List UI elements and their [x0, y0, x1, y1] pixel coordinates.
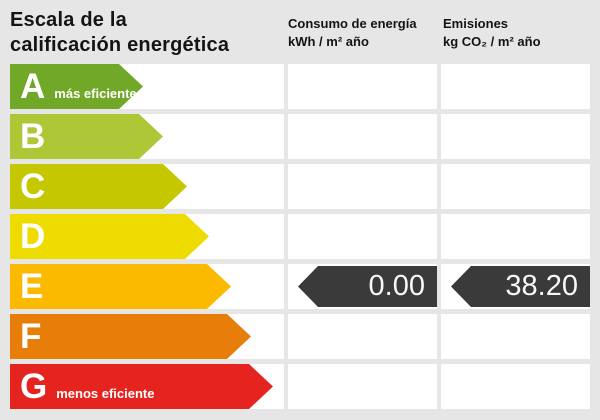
consumo-cell	[288, 164, 437, 209]
page-title-line1: Escala de la	[10, 9, 127, 31]
consumo-header-units: kWh / m² año	[288, 34, 369, 49]
column-header-consumo: Consumo de energía kWh / m² año	[288, 15, 438, 51]
rating-scale-cell: F	[10, 314, 284, 359]
rating-row: D	[10, 214, 590, 259]
consumo-cell: 0.00	[288, 264, 437, 309]
consumo-header-title: Consumo de energía	[288, 16, 417, 31]
rating-note: más eficiente	[54, 86, 137, 101]
rating-row: F	[10, 314, 590, 359]
rating-arrow: B	[10, 114, 163, 159]
rating-row: G menos eficiente	[10, 364, 590, 409]
rating-scale-cell: G menos eficiente	[10, 364, 284, 409]
rating-arrow: G menos eficiente	[10, 364, 273, 409]
rating-row: B	[10, 114, 590, 159]
emisiones-value: 38.20	[505, 270, 578, 302]
emisiones-cell	[441, 114, 590, 159]
emisiones-header-title: Emisiones	[443, 16, 509, 31]
rating-arrow: E	[10, 264, 231, 309]
page-title-line2: calificación energética	[10, 34, 230, 56]
rating-row: C	[10, 164, 590, 209]
emisiones-value-badge: 38.20	[451, 266, 590, 307]
rating-scale-cell: A más eficiente	[10, 64, 284, 109]
rating-scale-cell: E	[10, 264, 284, 309]
rating-arrow: D	[10, 214, 209, 259]
consumo-cell	[288, 314, 437, 359]
emisiones-cell	[441, 64, 590, 109]
page-title: Escala de la calificación energética	[10, 8, 229, 58]
rating-arrow: F	[10, 314, 251, 359]
rating-row: A más eficiente	[10, 64, 590, 109]
column-header-emisiones: Emisiones kg CO₂ / m² año	[443, 15, 593, 51]
rating-letter: A	[20, 67, 46, 106]
emisiones-header-units: kg CO₂ / m² año	[443, 34, 541, 49]
rating-arrow: A más eficiente	[10, 64, 143, 109]
consumo-cell	[288, 364, 437, 409]
rating-letter: E	[20, 267, 44, 306]
consumo-value-badge: 0.00	[298, 266, 437, 307]
rating-row: E 0.00 38.20	[10, 264, 590, 309]
rating-letter: C	[20, 167, 46, 206]
rating-scale-cell: B	[10, 114, 284, 159]
rating-scale-cell: C	[10, 164, 284, 209]
rating-letter: G	[20, 367, 48, 406]
consumo-value: 0.00	[368, 270, 425, 302]
emisiones-cell	[441, 364, 590, 409]
rating-scale-cell: D	[10, 214, 284, 259]
consumo-cell	[288, 214, 437, 259]
rating-arrow: C	[10, 164, 187, 209]
emisiones-cell: 38.20	[441, 264, 590, 309]
rating-letter: D	[20, 217, 46, 256]
scale-rows: A más eficiente B C	[10, 64, 590, 414]
consumo-cell	[288, 64, 437, 109]
emisiones-cell	[441, 314, 590, 359]
consumo-cell	[288, 114, 437, 159]
emisiones-cell	[441, 164, 590, 209]
rating-letter: F	[20, 317, 42, 356]
rating-note: menos eficiente	[56, 386, 155, 401]
rating-letter: B	[20, 117, 46, 156]
emisiones-cell	[441, 214, 590, 259]
